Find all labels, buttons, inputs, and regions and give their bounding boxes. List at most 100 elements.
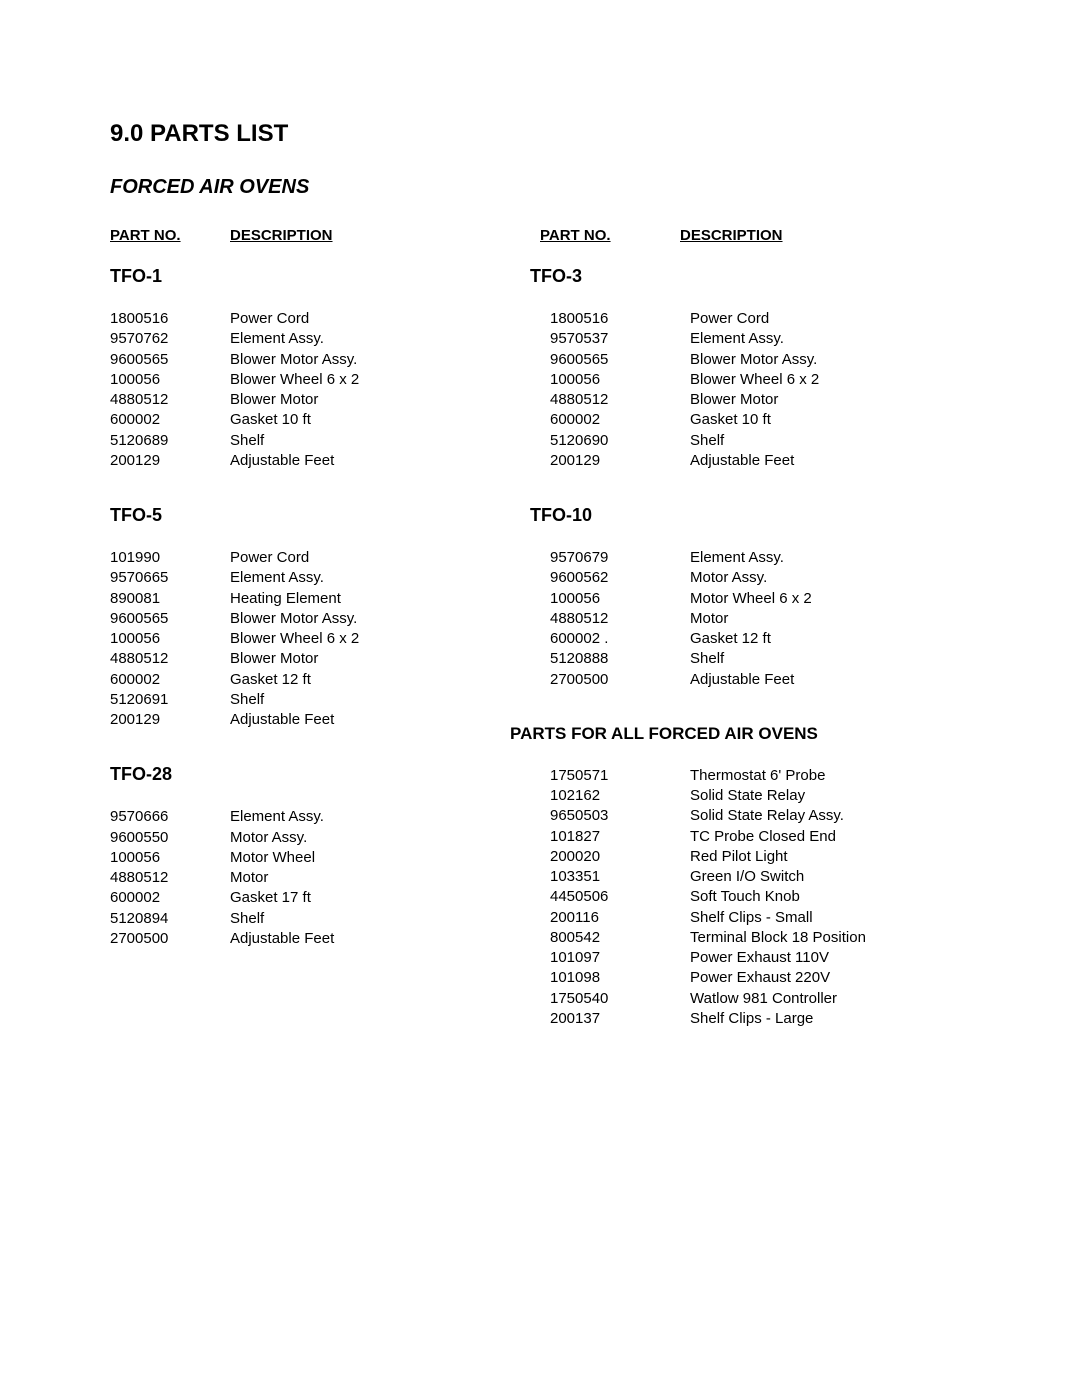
- part-description: Motor: [690, 609, 728, 629]
- part-number: 5120888: [510, 649, 690, 669]
- part-description: Gasket 10 ft: [690, 410, 771, 430]
- part-description: Shelf Clips - Small: [690, 908, 813, 928]
- part-row: 5120888Shelf: [510, 649, 970, 669]
- part-number: 5120894: [110, 909, 230, 929]
- part-description: Adjustable Feet: [230, 710, 334, 730]
- part-number: 1800516: [110, 309, 230, 329]
- sub-heading: FORCED AIR OVENS: [110, 176, 970, 199]
- part-description: Soft Touch Knob: [690, 887, 800, 907]
- part-number: 4880512: [510, 390, 690, 410]
- part-number: 890081: [110, 589, 230, 609]
- part-row: 5120690Shelf: [510, 431, 970, 451]
- part-row: 4450506Soft Touch Knob: [510, 887, 970, 907]
- part-number: 200137: [510, 1009, 690, 1029]
- section-title: TFO-28: [110, 764, 510, 785]
- part-row: 4880512Motor: [110, 868, 510, 888]
- column-header-left: PART NO. DESCRIPTION: [110, 227, 510, 244]
- part-row: 2700500Adjustable Feet: [510, 670, 970, 690]
- part-description: Power Cord: [690, 309, 769, 329]
- part-row: 1800516Power Cord: [510, 309, 970, 329]
- part-number: 5120690: [510, 431, 690, 451]
- part-row: 5120894Shelf: [110, 909, 510, 929]
- part-number: 100056: [510, 370, 690, 390]
- part-row: 9650503Solid State Relay Assy.: [510, 806, 970, 826]
- parts-table: 1800516Power Cord9570537Element Assy.960…: [510, 309, 970, 471]
- part-number: 600002: [110, 888, 230, 908]
- part-number: 9600565: [110, 350, 230, 370]
- part-number: 100056: [110, 370, 230, 390]
- part-row: 600002Gasket 17 ft: [110, 888, 510, 908]
- part-description: Watlow 981 Controller: [690, 989, 837, 1009]
- part-description: Shelf: [690, 431, 724, 451]
- part-description: Element Assy.: [230, 807, 324, 827]
- part-number: 600002 .: [510, 629, 690, 649]
- part-number: 100056: [110, 848, 230, 868]
- part-row: 800542Terminal Block 18 Position: [510, 928, 970, 948]
- section-title: TFO-10: [510, 505, 970, 526]
- part-number: 600002: [110, 670, 230, 690]
- part-number: 4880512: [510, 609, 690, 629]
- part-row: 101827TC Probe Closed End: [510, 827, 970, 847]
- part-row: 200129Adjustable Feet: [510, 451, 970, 471]
- part-number: 101098: [510, 968, 690, 988]
- part-number: 100056: [110, 629, 230, 649]
- part-description: Motor Wheel 6 x 2: [690, 589, 812, 609]
- part-description: Terminal Block 18 Position: [690, 928, 866, 948]
- part-description: Power Exhaust 220V: [690, 968, 830, 988]
- header-description: DESCRIPTION: [680, 227, 783, 244]
- part-row: 600002Gasket 10 ft: [510, 410, 970, 430]
- part-number: 101990: [110, 548, 230, 568]
- part-number: 1750540: [510, 989, 690, 1009]
- part-row: 600002 .Gasket 12 ft: [510, 629, 970, 649]
- part-row: 2700500Adjustable Feet: [110, 929, 510, 949]
- part-number: 9600550: [110, 828, 230, 848]
- part-description: Shelf: [690, 649, 724, 669]
- section-title: TFO-3: [510, 266, 970, 287]
- section-title: TFO-1: [110, 266, 510, 287]
- part-row: 4880512Blower Motor: [510, 390, 970, 410]
- part-description: Blower Motor: [690, 390, 778, 410]
- parts-section: TFO-11800516Power Cord9570762Element Ass…: [110, 266, 510, 471]
- part-description: Gasket 17 ft: [230, 888, 311, 908]
- part-row: 1800516Power Cord: [110, 309, 510, 329]
- part-number: 9600562: [510, 568, 690, 588]
- part-row: 100056Blower Wheel 6 x 2: [510, 370, 970, 390]
- part-description: Element Assy.: [230, 329, 324, 349]
- part-number: 5120691: [110, 690, 230, 710]
- part-row: 200116Shelf Clips - Small: [510, 908, 970, 928]
- part-description: Adjustable Feet: [230, 451, 334, 471]
- part-number: 800542: [510, 928, 690, 948]
- part-description: Power Cord: [230, 309, 309, 329]
- part-description: Blower Wheel 6 x 2: [230, 629, 359, 649]
- part-row: 200137Shelf Clips - Large: [510, 1009, 970, 1029]
- part-description: Motor Wheel: [230, 848, 315, 868]
- part-row: 9570666Element Assy.: [110, 807, 510, 827]
- part-number: 9570679: [510, 548, 690, 568]
- part-number: 4450506: [510, 887, 690, 907]
- part-description: Blower Wheel 6 x 2: [230, 370, 359, 390]
- part-number: 1800516: [510, 309, 690, 329]
- part-number: 100056: [510, 589, 690, 609]
- parts-table: 9570679Element Assy.9600562Motor Assy.10…: [510, 548, 970, 690]
- part-row: 103351Green I/O Switch: [510, 867, 970, 887]
- part-description: Red Pilot Light: [690, 847, 788, 867]
- part-description: Shelf Clips - Large: [690, 1009, 813, 1029]
- left-column: PART NO. DESCRIPTION TFO-1 1800516Power C…: [110, 227, 510, 1063]
- part-row: 200020Red Pilot Light: [510, 847, 970, 867]
- part-row: 9600565Blower Motor Assy.: [110, 609, 510, 629]
- part-number: 200020: [510, 847, 690, 867]
- part-number: 9600565: [110, 609, 230, 629]
- part-row: 4880512Blower Motor: [110, 649, 510, 669]
- part-row: 5120689Shelf: [110, 431, 510, 451]
- part-row: 4880512Blower Motor: [110, 390, 510, 410]
- part-description: Blower Motor: [230, 649, 318, 669]
- part-description: Adjustable Feet: [690, 670, 794, 690]
- parts-section: TFO-5101990Power Cord9570665Element Assy…: [110, 505, 510, 730]
- parts-table: 101990Power Cord9570665Element Assy.8900…: [110, 548, 510, 730]
- part-description: Motor: [230, 868, 268, 888]
- part-number: 1750571: [510, 766, 690, 786]
- part-number: 9570666: [110, 807, 230, 827]
- part-number: 2700500: [510, 670, 690, 690]
- part-description: Motor Assy.: [230, 828, 307, 848]
- part-number: 600002: [510, 410, 690, 430]
